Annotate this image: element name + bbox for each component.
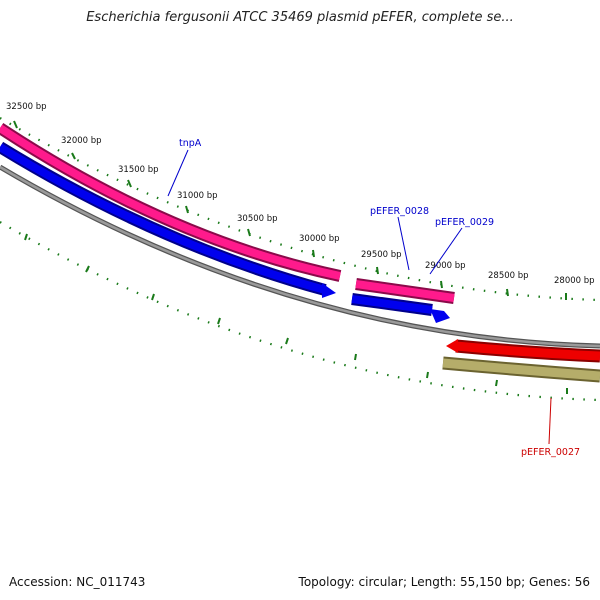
map-title: Escherichia fergusonii ATCC 35469 plasmi… (86, 10, 514, 25)
tick-label-28500: 28500 bp (488, 271, 529, 281)
pEFER-0028-leader (397, 216, 410, 271)
tick-label-32500: 32500 bp (6, 102, 47, 112)
gene-label-pEFER-0028[interactable]: pEFER_0028 (370, 206, 429, 217)
tick-label-31000: 31000 bp (177, 191, 218, 201)
inner-tick-ring (0, 221, 600, 402)
pEFER-0027-leader (548, 397, 552, 445)
gene-label-tnpA[interactable]: tnpA (179, 138, 202, 149)
tnpA-leader (167, 149, 189, 197)
tick-label-31500: 31500 bp (118, 165, 159, 175)
tick-label-32000: 32000 bp (61, 136, 102, 146)
pink-track (0, 122, 455, 304)
tick-label-28000: 28000 bp (554, 276, 595, 286)
accession-text: Accession: NC_011743 (9, 575, 146, 589)
topology-summary: Topology: circular; Length: 55,150 bp; G… (298, 575, 590, 589)
tick-label-29500: 29500 bp (361, 250, 402, 260)
gene-label-pEFER-0029[interactable]: pEFER_0029 (435, 217, 494, 228)
red-track (446, 339, 600, 363)
tick-label-30500: 30500 bp (237, 214, 278, 224)
tick-label-30000: 30000 bp (299, 234, 340, 244)
olive-track (442, 356, 600, 383)
blue-track (0, 141, 450, 323)
outer-tick-ring (0, 117, 600, 302)
pEFER-0029-leader (429, 227, 463, 275)
gene-label-pEFER-0027[interactable]: pEFER_0027 (521, 447, 580, 458)
tick-label-29000: 29000 bp (425, 261, 466, 271)
